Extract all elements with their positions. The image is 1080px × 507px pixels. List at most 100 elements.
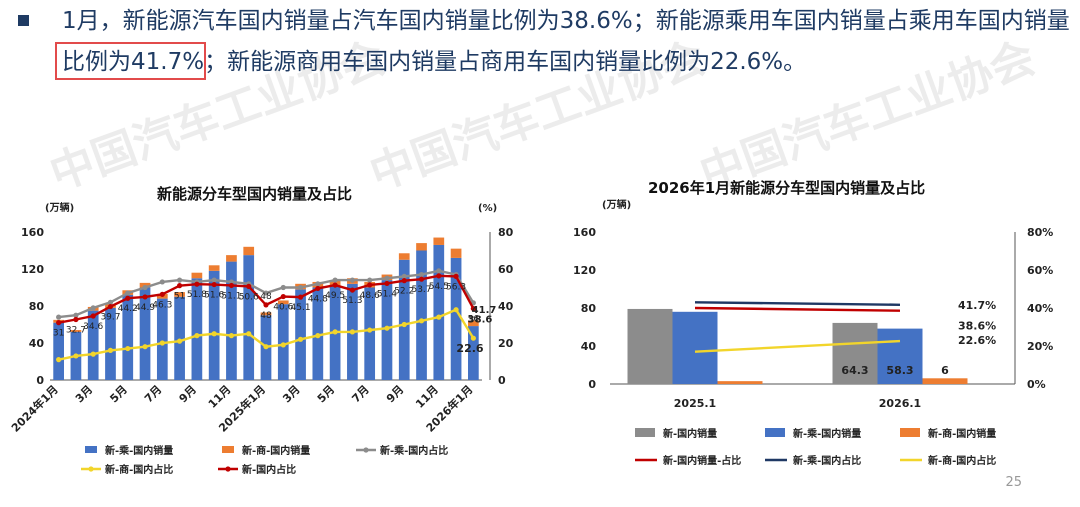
data-label-total-share: 44.2 [118,304,138,314]
highlight-box [55,42,206,80]
line-total-share-point [177,283,183,289]
line-commercial-share-point [177,338,183,344]
bar-nev-passenger [398,259,410,380]
line-commercial-share-point [211,331,217,337]
y-left-tick: 120 [573,264,596,277]
y-left-tick: 40 [29,337,45,350]
line-total-share-point [73,316,79,323]
legend-label: 新-商-国内销量 [928,427,996,440]
legend-label: 新-商-国内占比 [928,454,996,467]
line-passenger-share-point [56,314,62,320]
bar-nev-commercial [191,272,203,279]
y-right-tick: 80 [498,226,514,239]
legend-label: 新-乘-国内销量 [793,427,861,440]
bar-nev-passenger [139,287,151,380]
data-label-total-share: 51.6 [204,291,224,301]
bar-nev-passenger [433,244,445,380]
line-total-share-point [297,294,304,300]
bar-value-label: 6 [941,364,949,377]
summary-highlight: 比例为41.7% [62,49,205,75]
line-commercial-share-point [125,345,131,352]
line-total-share-point [436,273,442,279]
line-total-share-point [246,283,252,289]
line-total-share-point [159,291,165,297]
bar-nev-passenger [87,310,99,380]
line-total-share-point [263,302,269,308]
x-tick-label: 9月 [384,383,406,405]
line-total-share-point [401,278,407,284]
line-total-share-point [418,276,425,282]
bar-nev-passenger [416,250,427,380]
bar-nev-commercial [922,378,968,384]
bar-nev-passenger [122,294,134,380]
line-total-share-point [332,282,338,288]
bar-nev-commercial [468,320,479,327]
data-label-total-share: 48 [260,292,272,302]
x-tick-label: 5月 [107,383,129,405]
x-tick-label: 5月 [315,383,337,405]
line-commercial-share-point [384,325,390,331]
legend-label: 新-乘-国内销量 [105,444,173,457]
bar-nev-passenger [208,270,220,380]
line-commercial-share-point [280,342,286,348]
bar-nev-passenger [295,289,306,380]
line-commercial-share-point [194,333,200,339]
line-commercial-share-point [401,321,407,328]
bar-nev-commercial [226,255,237,262]
y-right-tick: 20 [498,337,514,350]
legend-label: 新-国内销量 [663,427,717,440]
line-passenger-share-point [125,290,131,296]
y-right-tick: 0% [1027,378,1046,391]
bar-nev-commercial [450,248,462,258]
line-commercial-share-point [56,357,62,363]
line-passenger-share-point [159,279,165,285]
data-label-total-share: 38.6 [468,315,493,326]
line-total-share-point [384,280,390,287]
line-label-commercial-share: 22.6% [958,334,996,347]
y-right-tick: 60 [498,263,514,276]
y-right-tick: 20% [1027,340,1053,353]
line-commercial-share-point [349,329,355,335]
line-total-share-point [107,303,114,310]
legend-label: 新-商-国内占比 [105,463,173,476]
bar-nev-commercial [174,292,185,297]
x-tick-label: 2026.1 [879,397,921,410]
y-left-tick: 160 [21,226,44,239]
line-commercial-share-point [453,307,459,313]
bar-nev-commercial [398,253,410,260]
y-left-unit: (万辆) [602,198,631,211]
data-label-total-share: 39.7 [100,313,120,323]
line-total-share-point [142,294,148,300]
line-total-share-point [349,287,355,293]
line-commercial-share-point [436,314,442,320]
data-label-total-share: 45.1 [291,303,311,313]
line-passenger-share-point [349,277,355,283]
line-total-share-point [56,320,62,326]
line-commercial-share-point [263,344,269,350]
y-left-tick: 0 [588,378,596,391]
y-right-unit: (%) [478,203,497,214]
line-total-share [694,306,901,312]
y-right-tick: 60% [1027,264,1053,277]
legend-label: 新-国内占比 [242,463,296,476]
bar-nev-commercial [208,265,220,271]
data-label-total-share: 44.8 [308,294,328,304]
line-passenger-share-point [401,273,407,279]
line-commercial-share-point [297,336,304,342]
data-label-passenger-share: 41.7 [472,305,497,316]
line-passenger-share-point [297,284,304,291]
legend-label: 新-商-国内销量 [242,444,310,457]
y-left-tick: 80 [29,300,45,313]
line-total-share-point [453,273,459,279]
data-label-commercial-share: 22.6 [456,342,483,355]
line-passenger-share-point [418,271,425,278]
line-commercial-share-point [90,351,96,357]
bar-nev-passenger [53,322,64,380]
x-tick-label: 7月 [142,383,164,405]
data-label-total-share: 51.4 [377,289,397,299]
line-total-share-point [367,282,373,288]
legend-marker [88,466,94,472]
legend-marker [225,466,231,472]
line-total-share-point [125,295,131,301]
bar-nev-passenger [877,328,923,384]
